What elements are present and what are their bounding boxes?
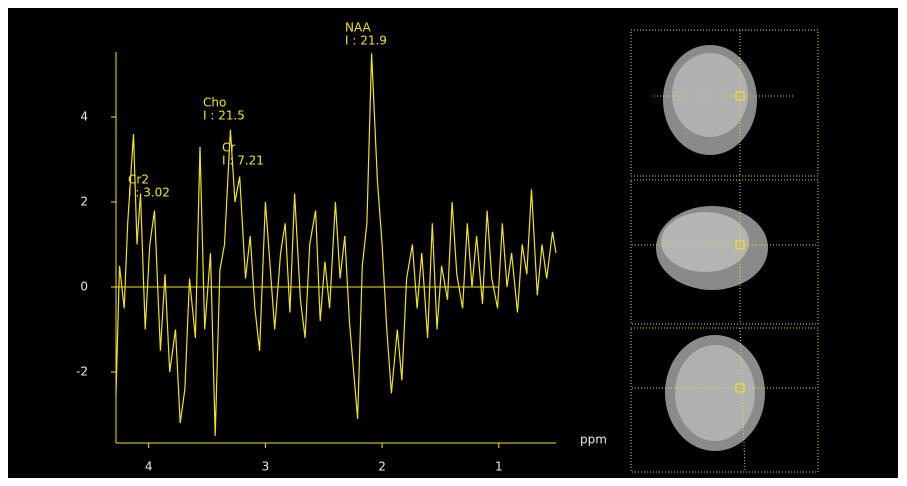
y-tick-label: 4 xyxy=(80,110,88,124)
peak-label: Cho xyxy=(203,96,226,110)
peak-label: Cr xyxy=(222,141,235,155)
screen: ppm 420-24321NAAI : 21.9ChoI : 21.5CrI :… xyxy=(0,0,907,486)
x-tick-label: 1 xyxy=(495,460,503,474)
peak-integral: I : 21.9 xyxy=(345,34,387,48)
x-tick-label: 2 xyxy=(378,460,386,474)
peak-label: NAA xyxy=(345,21,372,35)
peak-integral: I : 21.5 xyxy=(203,109,245,123)
peak-integral: I : 3.02 xyxy=(128,186,170,200)
peak-label: Cr2 xyxy=(128,173,149,187)
brain-coronal-inner xyxy=(672,53,748,137)
y-tick-label: 0 xyxy=(80,280,88,294)
peak-integral: I : 7.21 xyxy=(222,154,264,168)
y-tick-label: 2 xyxy=(80,195,88,209)
y-tick-label: -2 xyxy=(76,365,88,379)
x-tick-label: 3 xyxy=(262,460,270,474)
x-tick-label: 4 xyxy=(145,460,153,474)
x-axis-label: ppm xyxy=(580,433,607,447)
brain-axial-inner xyxy=(675,345,755,441)
